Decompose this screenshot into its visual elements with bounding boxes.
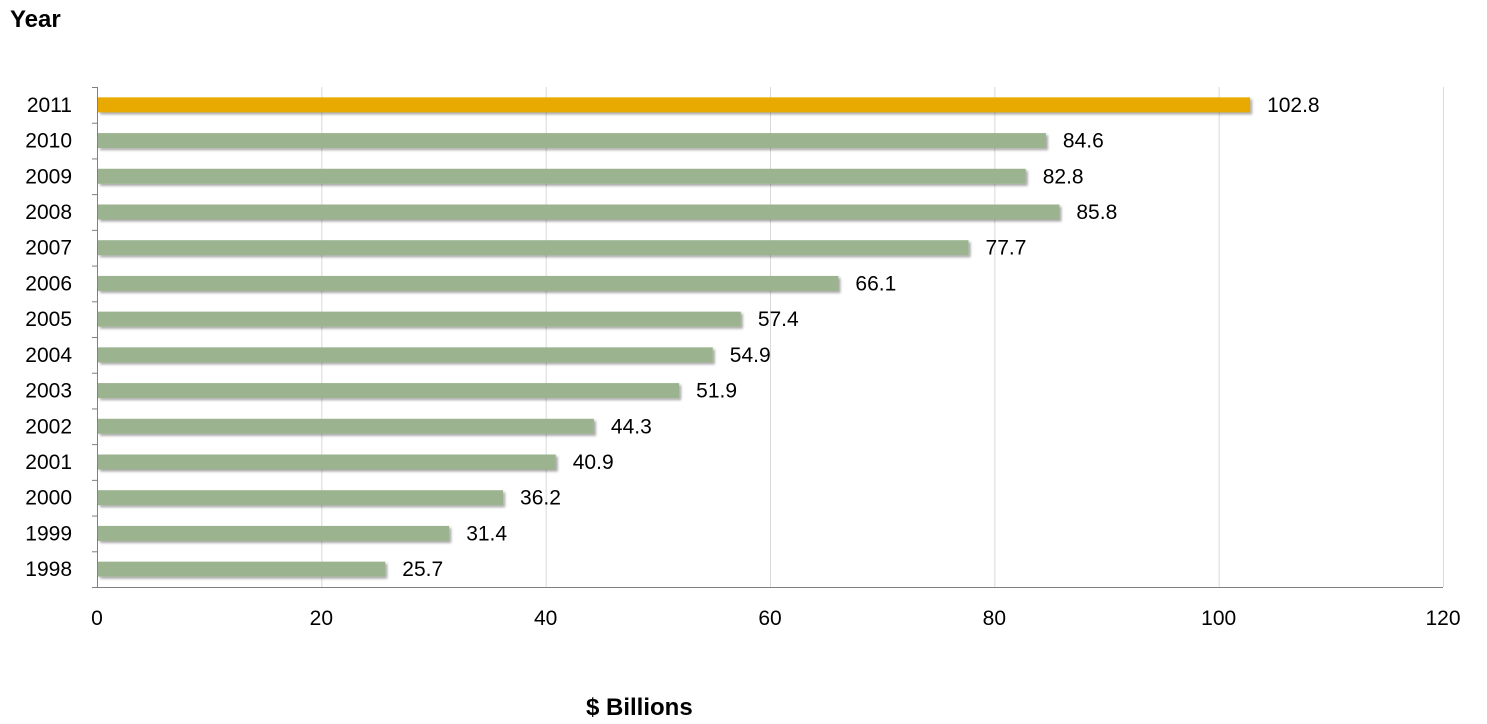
y-tick-label: 2011: [27, 94, 72, 117]
x-tick-label: 100: [1201, 607, 1236, 630]
bar: [98, 418, 594, 434]
x-tick-label: 80: [983, 607, 1006, 630]
data-label: 82.8: [1043, 165, 1084, 188]
y-tick-label: 2007: [25, 237, 72, 260]
x-axis-title: $ Billions: [586, 694, 693, 721]
y-tick-label: 2006: [25, 272, 72, 295]
y-tick-label: 2001: [25, 451, 72, 474]
x-tick-label: 20: [310, 607, 333, 630]
bar: [98, 490, 504, 506]
bar: [98, 133, 1046, 149]
bar: [98, 347, 713, 363]
bar: [98, 561, 386, 577]
x-tick-label: 0: [91, 607, 103, 630]
bar: [98, 383, 680, 399]
data-label: 66.1: [855, 272, 896, 295]
x-tick-label: 120: [1425, 607, 1460, 630]
bar: [98, 204, 1060, 220]
data-label: 102.8: [1267, 94, 1320, 117]
bar: [98, 311, 741, 327]
data-label: 44.3: [611, 415, 652, 438]
y-tick-label: 1999: [25, 522, 72, 545]
data-label: 36.2: [520, 487, 561, 510]
data-label: 25.7: [402, 558, 443, 581]
bar: [98, 525, 450, 541]
data-label: 85.8: [1076, 201, 1117, 224]
data-label: 51.9: [696, 380, 737, 403]
y-tick-label: 2005: [25, 308, 72, 331]
y-tick-label: 2010: [25, 130, 72, 153]
y-tick-label: 2008: [25, 201, 72, 224]
bar: [98, 240, 969, 256]
data-label: 57.4: [758, 308, 799, 331]
y-tick-label: 2003: [25, 380, 72, 403]
data-label: 31.4: [466, 522, 507, 545]
data-label: 40.9: [573, 451, 614, 474]
y-tick-label: 2000: [25, 487, 72, 510]
bar: [98, 454, 556, 470]
y-axis-title: Year: [10, 6, 61, 33]
y-tick-label: 2009: [25, 165, 72, 188]
bar: [98, 168, 1026, 184]
data-label: 84.6: [1063, 130, 1104, 153]
x-tick-label: 40: [534, 607, 557, 630]
y-tick-label: 2004: [25, 344, 72, 367]
data-label: 77.7: [986, 237, 1027, 260]
bar: [98, 97, 1251, 113]
y-tick-label: 2002: [25, 415, 72, 438]
bar: [98, 275, 839, 291]
data-label: 54.9: [730, 344, 771, 367]
y-tick-label: 1998: [25, 558, 72, 581]
x-tick-label: 60: [758, 607, 781, 630]
